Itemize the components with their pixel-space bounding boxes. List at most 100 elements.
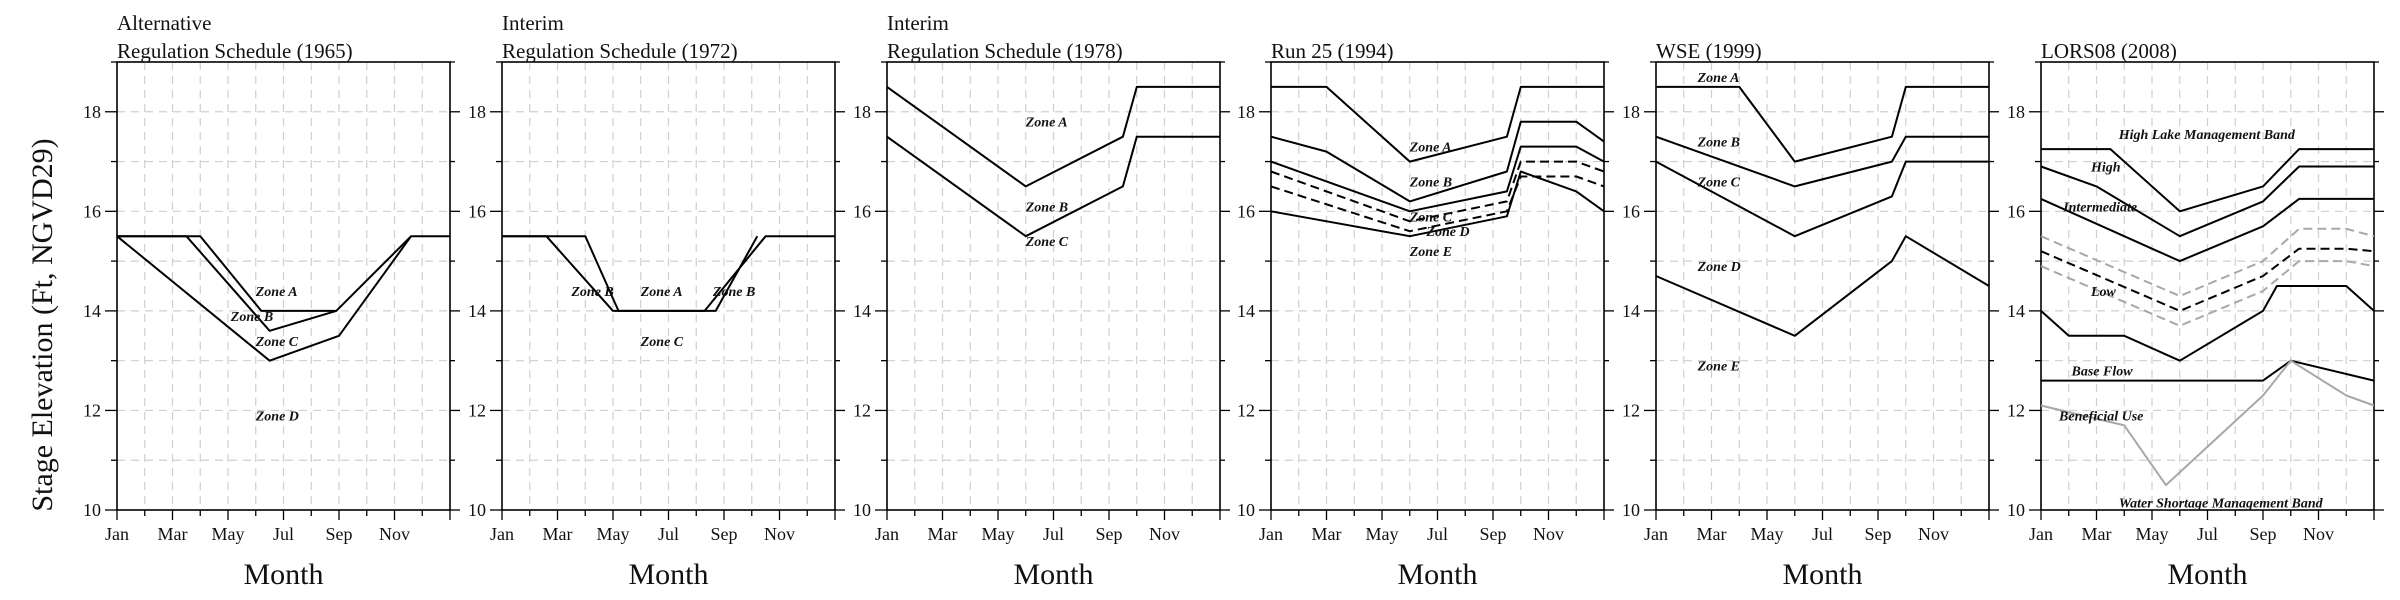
zone-label: Zone E (1409, 245, 1452, 260)
y-tick-label: 18 (1237, 102, 1255, 122)
series-line (2040, 165, 2374, 238)
zone-label: Zone A (640, 285, 683, 300)
y-tick-label: 14 (468, 301, 486, 321)
x-tick-label: Jul (2197, 524, 2218, 544)
x-tick-label: Nov (379, 524, 410, 544)
zone-label: Zone D (1697, 260, 1741, 275)
zone-label: Base Flow (2071, 365, 2134, 380)
x-tick-label: Jul (1427, 524, 1448, 544)
zone-label: Zone C (640, 335, 684, 350)
y-tick-label: 10 (853, 500, 871, 520)
y-tick-label: 10 (83, 500, 101, 520)
zone-label: Zone B (712, 285, 755, 300)
series-line (117, 235, 337, 332)
x-tick-label: May (597, 524, 630, 544)
zone-label: Zone C (255, 335, 299, 350)
y-tick-label: 10 (1237, 500, 1255, 520)
x-tick-label: Nov (1533, 524, 1564, 544)
zone-label: Zone A (1409, 141, 1452, 156)
x-tick-label: Jan (1644, 524, 1668, 544)
series-line (1271, 85, 1604, 163)
x-axis-label: Month (1782, 558, 1862, 591)
chart-panel: 10 12 14 16 18 Jan Mar May Jul Sep Nov Month Alterna… (83, 11, 460, 591)
zone-label: Beneficial Use (2058, 409, 2143, 424)
y-tick-label: 14 (853, 301, 871, 321)
zone-label: Zone A (255, 285, 298, 300)
y-tick-label: 16 (468, 201, 486, 221)
zone-label: Zone E (1697, 360, 1740, 375)
x-tick-label: Jul (658, 524, 679, 544)
x-tick-label: Sep (1480, 524, 1507, 544)
x-tick-label: Jan (105, 524, 129, 544)
x-tick-label: Nov (2303, 524, 2334, 544)
x-tick-label: Mar (543, 524, 573, 544)
x-tick-label: May (2136, 524, 2169, 544)
chart-panel: 10 12 14 16 18 Jan Mar May Jul Sep Nov Month Interim… (853, 11, 1230, 591)
x-axis-label: Month (628, 558, 708, 591)
zone-label: Zone A (1697, 71, 1740, 86)
y-tick-label: 14 (83, 301, 101, 321)
x-axis-label: Month (1013, 558, 1093, 591)
series-line (2041, 148, 2374, 213)
y-tick-label: 12 (83, 400, 101, 420)
series-line (2040, 247, 2375, 312)
x-tick-label: Sep (711, 524, 738, 544)
y-tick-label: 18 (468, 102, 486, 122)
series-line (2041, 359, 2375, 382)
x-tick-label: Sep (2250, 524, 2277, 544)
zone-label: Zone B (230, 310, 273, 325)
y-tick-label: 12 (2007, 400, 2025, 420)
x-tick-label: May (982, 524, 1015, 544)
chart-title-line: Regulation Schedule (1972) (502, 39, 738, 63)
y-tick-label: 12 (1237, 400, 1255, 420)
y-tick-label: 16 (853, 201, 871, 221)
x-tick-label: Jan (490, 524, 514, 544)
x-tick-label: Sep (1865, 524, 1892, 544)
zone-label: Water Shortage Management Band (2119, 497, 2324, 512)
y-tick-label: 16 (1622, 201, 1640, 221)
y-tick-label: 12 (1622, 400, 1640, 420)
zone-label: Zone B (570, 285, 613, 300)
series-line (2040, 197, 2374, 263)
series-line (1655, 235, 1990, 337)
y-tick-label: 10 (468, 500, 486, 520)
y-tick-label: 12 (468, 400, 486, 420)
y-tick-label: 18 (83, 102, 101, 122)
x-axis-label: Month (2167, 558, 2247, 591)
series-line (1655, 160, 1989, 238)
y-tick-label: 10 (2007, 500, 2025, 520)
chart-title-line: LORS08 (2008) (2041, 39, 2177, 63)
x-tick-label: Mar (158, 524, 188, 544)
y-tick-label: 10 (1622, 500, 1640, 520)
x-axis-label: Month (243, 558, 323, 591)
chart-panel: 10 12 14 16 18 Jan Mar May Jul Sep Nov Month Interim… (468, 11, 845, 591)
zone-label: Zone D (255, 409, 299, 424)
series-line (2040, 285, 2375, 362)
x-tick-label: Nov (1918, 524, 1949, 544)
chart-title-line: Alternative (117, 11, 211, 35)
x-axis-label: Month (1397, 558, 1477, 591)
x-tick-label: Mar (1312, 524, 1342, 544)
x-tick-label: Jul (273, 524, 294, 544)
series-line (1270, 160, 1605, 223)
zone-label: Zone B (1025, 200, 1068, 215)
x-tick-label: Nov (764, 524, 795, 544)
zone-label: High Lake Management Band (2118, 128, 2296, 143)
y-tick-label: 14 (2007, 301, 2025, 321)
series-line (886, 85, 1220, 188)
chart-panel: 10 12 14 16 18 Jan Mar May Jul Sep Nov Month WSE (19… (1622, 39, 1999, 591)
chart-title-line: Interim (502, 11, 564, 35)
zone-label: Intermediate (2062, 200, 2137, 215)
zone-label: Zone A (1025, 116, 1068, 131)
chart-title-line: WSE (1999) (1656, 39, 1762, 63)
series-line (1270, 170, 1605, 238)
zone-label: Zone C (1025, 235, 1069, 250)
y-tick-label: 16 (83, 201, 101, 221)
y-tick-label: 18 (2007, 102, 2025, 122)
x-tick-label: Jan (875, 524, 899, 544)
x-tick-label: May (1366, 524, 1399, 544)
x-tick-label: Jul (1043, 524, 1064, 544)
zone-label: Zone B (1697, 136, 1740, 151)
panels: 10 12 14 16 18 Jan Mar May Jul Sep Nov Month Alterna… (83, 11, 2384, 591)
